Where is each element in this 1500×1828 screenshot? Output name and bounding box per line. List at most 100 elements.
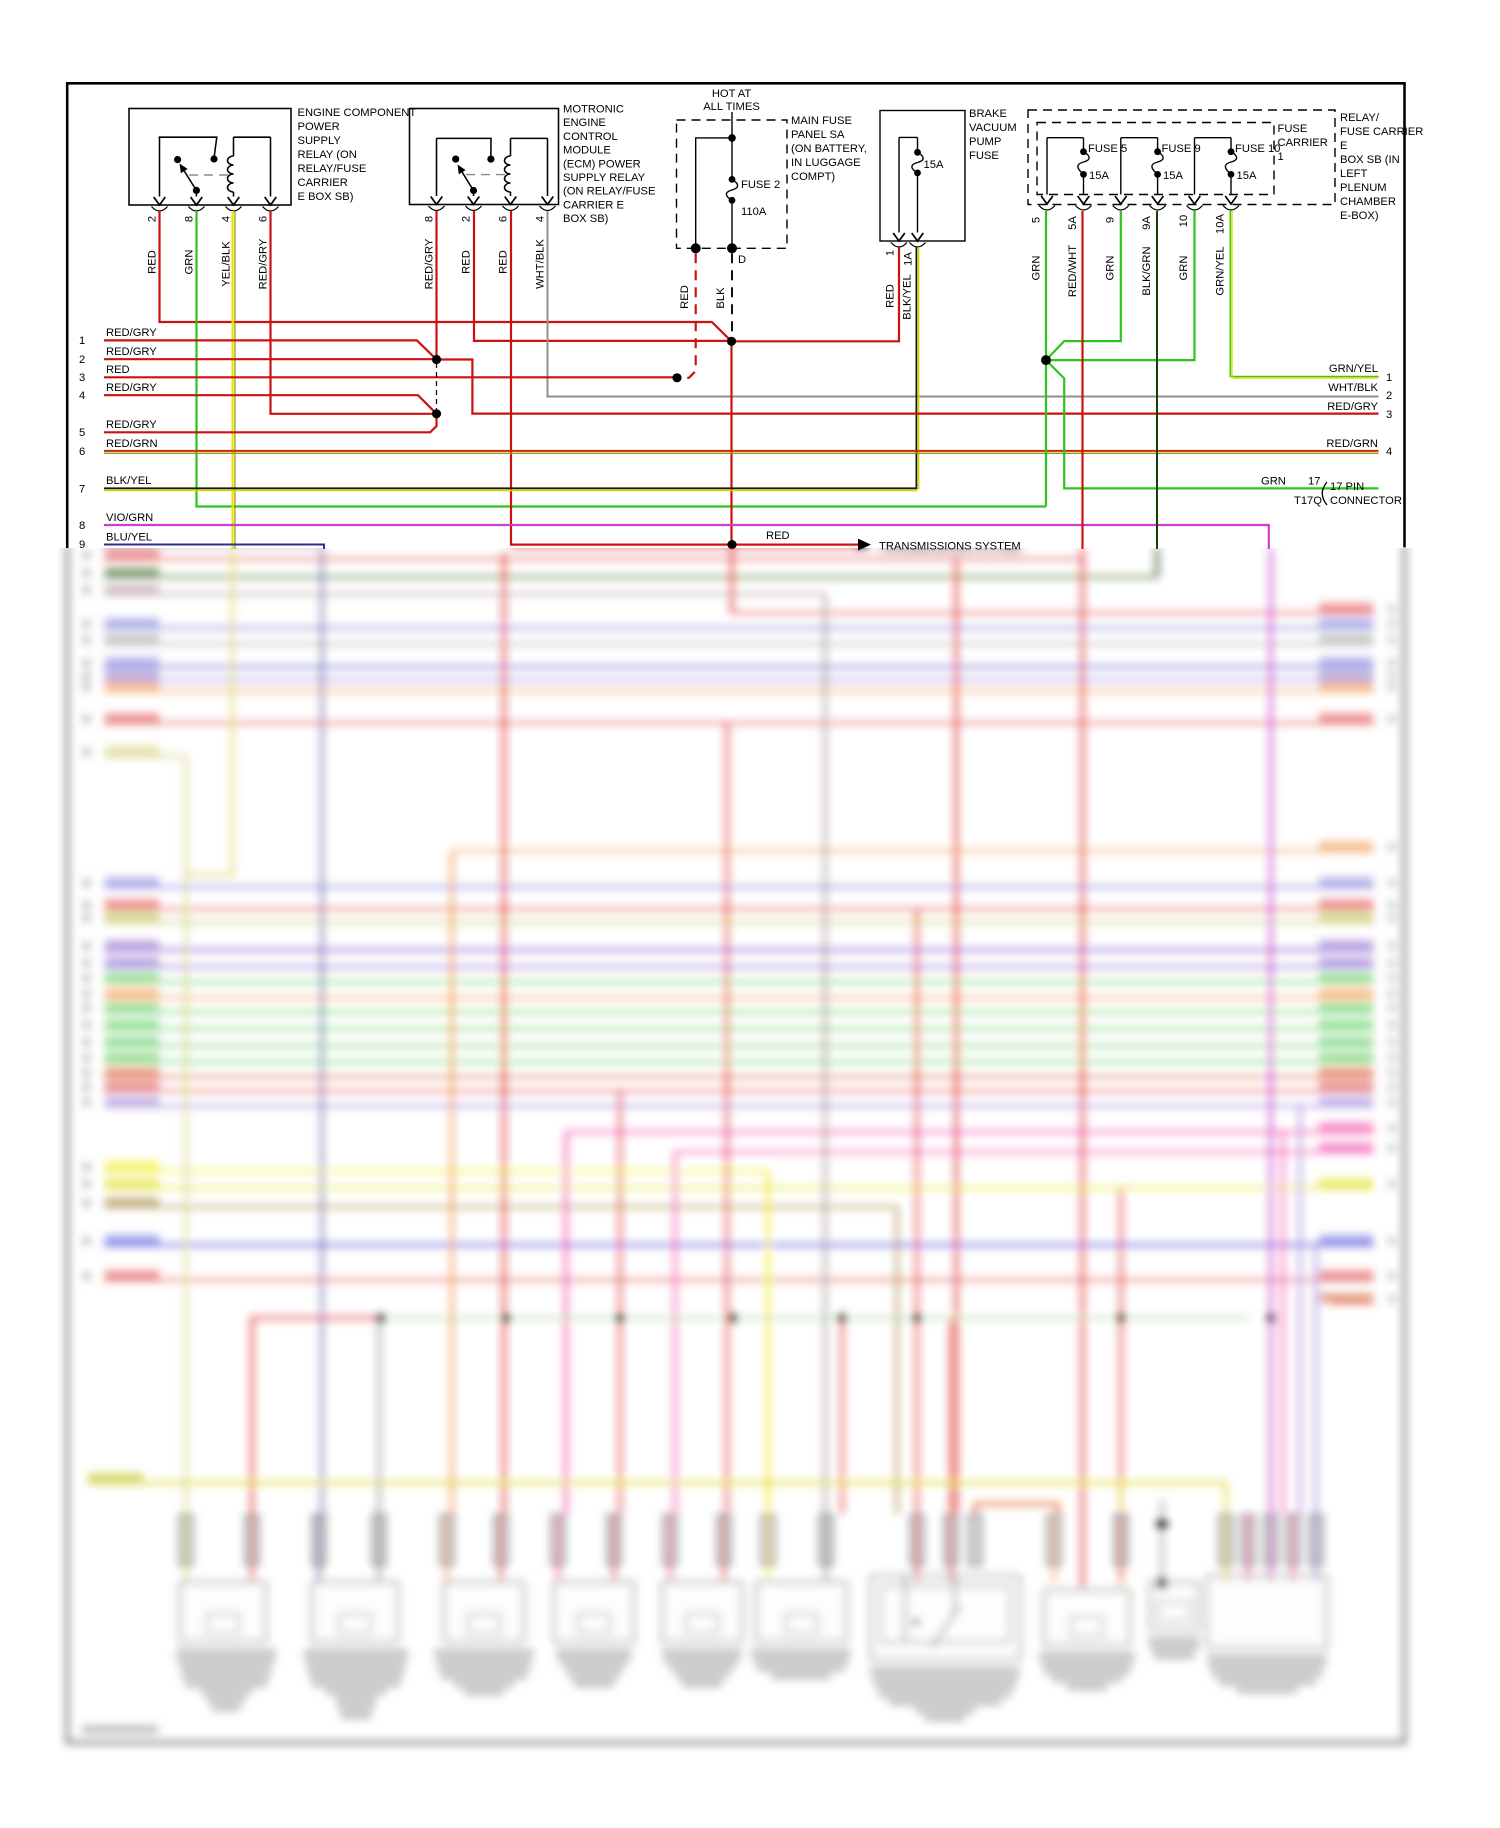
svg-text:ENGINE COMPONENT: ENGINE COMPONENT [298,107,417,119]
svg-text:2: 2 [147,216,159,222]
svg-text:RED: RED [461,250,473,274]
svg-text:BLK: BLK [715,287,727,309]
svg-text:RED/GRY: RED/GRY [106,382,157,394]
svg-text:2: 2 [79,354,85,366]
svg-text:15A: 15A [924,159,944,171]
svg-text:BRAKE: BRAKE [969,108,1007,120]
svg-text:1: 1 [1386,372,1392,384]
svg-text:110A: 110A [741,206,767,218]
svg-text:GRN/YEL: GRN/YEL [1215,246,1227,295]
svg-text:PANEL SA: PANEL SA [791,129,845,141]
svg-text:PUMP: PUMP [969,136,1001,148]
svg-text:GRN: GRN [1178,256,1190,281]
svg-text:ALL TIMES: ALL TIMES [703,101,760,113]
svg-text:RED/WHT: RED/WHT [1067,245,1079,297]
svg-text:FUSE 9: FUSE 9 [1162,143,1201,155]
svg-text:E: E [1340,140,1347,152]
svg-text:RELAY/FUSE: RELAY/FUSE [298,163,367,175]
svg-text:ENGINE: ENGINE [563,117,606,129]
svg-text:LEFT: LEFT [1340,168,1368,180]
svg-text:RED: RED [679,285,691,309]
svg-text:BLK/GRN: BLK/GRN [1141,246,1153,295]
svg-text:4: 4 [535,216,547,222]
svg-text:GRN: GRN [183,250,195,275]
svg-text:RED: RED [106,364,130,376]
svg-text:D: D [738,254,746,266]
svg-text:15A: 15A [1163,170,1183,182]
svg-text:10: 10 [1178,215,1190,227]
svg-text:BLU/YEL: BLU/YEL [106,532,152,544]
svg-text:17 PIN: 17 PIN [1330,481,1364,493]
svg-text:4: 4 [221,216,233,222]
svg-text:COMPT): COMPT) [791,171,835,183]
svg-text:E-BOX): E-BOX) [1340,210,1379,222]
svg-text:9: 9 [79,539,85,551]
svg-text:17: 17 [1308,476,1320,488]
svg-text:5: 5 [79,427,85,439]
svg-text:CARRIER: CARRIER [1278,137,1328,149]
svg-text:1: 1 [885,250,897,256]
svg-text:VIO/GRN: VIO/GRN [106,512,153,524]
svg-text:YEL/BLK: YEL/BLK [221,241,233,287]
svg-text:4: 4 [1386,446,1392,458]
svg-text:5: 5 [1031,217,1043,223]
svg-text:7: 7 [79,484,85,496]
svg-text:FUSE 2: FUSE 2 [741,179,780,191]
svg-text:3: 3 [79,372,85,384]
svg-text:FUSE: FUSE [1278,123,1308,135]
svg-text:RED: RED [885,284,897,308]
svg-text:8: 8 [424,216,436,222]
svg-text:MAIN FUSE: MAIN FUSE [791,115,852,127]
svg-text:IN LUGGAGE: IN LUGGAGE [791,157,861,169]
svg-text:RED: RED [498,250,510,274]
svg-text:1: 1 [1278,151,1284,163]
svg-text:WHT/BLK: WHT/BLK [1328,382,1378,394]
svg-text:FUSE 5: FUSE 5 [1088,143,1127,155]
svg-text:1: 1 [79,335,85,347]
svg-text:2: 2 [1386,390,1392,402]
svg-text:PLENUM: PLENUM [1340,182,1387,194]
svg-text:3: 3 [1386,409,1392,421]
svg-text:(ON RELAY/FUSE: (ON RELAY/FUSE [563,186,655,198]
svg-text:(ON BATTERY,: (ON BATTERY, [791,143,867,155]
svg-text:RED/GRN: RED/GRN [1326,438,1378,450]
svg-text:RELAY/: RELAY/ [1340,112,1380,124]
svg-text:GRN: GRN [1104,256,1116,281]
svg-text:BOX SB (IN: BOX SB (IN [1340,154,1400,166]
svg-text:SUPPLY RELAY: SUPPLY RELAY [563,172,646,184]
svg-text:FUSE CARRIER: FUSE CARRIER [1340,126,1423,138]
svg-text:CARRIER E: CARRIER E [563,199,624,211]
svg-text:WHT/BLK: WHT/BLK [535,239,547,289]
svg-text:GRN/YEL: GRN/YEL [1329,363,1378,375]
svg-text:RED: RED [766,530,790,542]
svg-text:CARRIER: CARRIER [298,177,348,189]
svg-text:RELAY (ON: RELAY (ON [298,149,357,161]
svg-text:TRANSMISSIONS SYSTEM: TRANSMISSIONS SYSTEM [879,544,1021,556]
svg-text:9A: 9A [1141,216,1153,230]
svg-text:6: 6 [258,216,270,222]
svg-text:FUSE: FUSE [969,150,999,162]
svg-text:GRN: GRN [1031,256,1043,281]
svg-text:RED/GRY: RED/GRY [1327,401,1378,413]
svg-text:BLK/YEL: BLK/YEL [106,475,151,487]
svg-text:TRANSMISSIONS SYSTEM: TRANSMISSIONS SYSTEM [879,541,1021,553]
svg-text:FUSE 10: FUSE 10 [1235,143,1280,155]
svg-text:9: 9 [1104,217,1116,223]
svg-text:2: 2 [461,216,473,222]
svg-text:6: 6 [498,216,510,222]
svg-text:CONTROL: CONTROL [563,131,618,143]
svg-text:15A: 15A [1089,170,1109,182]
svg-text:5A: 5A [1067,216,1079,230]
svg-text:POWER: POWER [298,121,340,133]
svg-text:MODULE: MODULE [563,145,611,157]
svg-text:MOTRONIC: MOTRONIC [563,104,624,116]
svg-text:RED/GRN: RED/GRN [106,438,158,450]
svg-text:15A: 15A [1237,170,1257,182]
svg-text:CONNECTOR: CONNECTOR [1330,495,1402,507]
svg-text:BLK/YEL: BLK/YEL [902,274,914,319]
svg-text:8: 8 [79,520,85,532]
svg-text:6: 6 [79,446,85,458]
svg-text:RED/GRY: RED/GRY [106,346,157,358]
svg-text:RED/GRY: RED/GRY [258,238,270,289]
svg-text:GRN: GRN [1261,476,1286,488]
